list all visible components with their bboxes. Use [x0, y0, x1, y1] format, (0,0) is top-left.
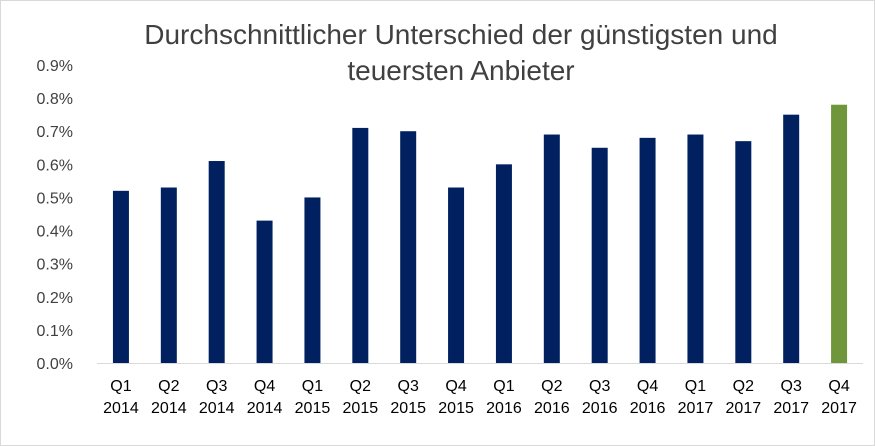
x-tick-label-quarter: Q3: [589, 378, 610, 395]
x-tick-label-quarter: Q2: [733, 378, 754, 395]
x-tick-label-quarter: Q2: [350, 378, 371, 395]
x-tick-label-year: 2016: [486, 400, 522, 417]
bar: [735, 141, 752, 363]
x-tick-label-quarter: Q1: [685, 378, 706, 395]
bar: [400, 131, 417, 363]
x-tick-label-year: 2014: [103, 400, 139, 417]
x-tick-label-quarter: Q3: [781, 378, 802, 395]
x-tick-label-year: 2017: [821, 400, 857, 417]
x-tick-label-quarter: Q1: [110, 378, 131, 395]
x-tick-label-year: 2014: [247, 400, 283, 417]
y-tick-label: 0.1%: [37, 323, 73, 340]
bar: [687, 134, 704, 363]
x-tick-label-year: 2016: [630, 400, 666, 417]
bar: [591, 147, 608, 363]
x-tick-label-year: 2014: [151, 400, 187, 417]
x-tick-label-year: 2015: [390, 400, 426, 417]
bar: [448, 187, 465, 363]
x-tick-label-year: 2016: [582, 400, 618, 417]
bar: [495, 164, 512, 363]
chart-title: Durchschnittlicher Unterschied der günst…: [144, 19, 778, 86]
x-tick-label-year: 2015: [343, 400, 379, 417]
y-tick-label: 0.8%: [37, 91, 73, 108]
x-tick-label-quarter: Q1: [302, 378, 323, 395]
x-tick-label-quarter: Q2: [541, 378, 562, 395]
bar: [783, 114, 800, 364]
bar: [112, 190, 129, 363]
x-tick-label-year: 2017: [773, 400, 809, 417]
x-tick-label-year: 2015: [295, 400, 331, 417]
x-tick-label-year: 2014: [199, 400, 235, 417]
bar: [831, 104, 848, 363]
x-tick-label-quarter: Q4: [254, 378, 275, 395]
x-tick-label-quarter: Q1: [493, 378, 514, 395]
x-tick-label-quarter: Q2: [158, 378, 179, 395]
y-tick-label: 0.2%: [37, 290, 73, 307]
x-tick-label-year: 2016: [534, 400, 570, 417]
bar: [256, 220, 273, 363]
y-tick-label: 0.4%: [37, 224, 73, 241]
y-tick-label: 0.7%: [37, 124, 73, 141]
y-tick-label: 0.3%: [37, 257, 73, 274]
x-tick-label-quarter: Q4: [828, 378, 849, 395]
x-tick-label-quarter: Q3: [206, 378, 227, 395]
x-tick-label-quarter: Q4: [445, 378, 466, 395]
x-tick-label-quarter: Q3: [398, 378, 419, 395]
x-tick-label-quarter: Q4: [637, 378, 658, 395]
y-tick-label: 0.0%: [37, 356, 73, 373]
bar: [160, 187, 177, 363]
bar: [208, 161, 225, 363]
y-tick-label: 0.9%: [37, 58, 73, 75]
bar: [639, 137, 656, 363]
bar: [304, 197, 321, 363]
bar: [352, 127, 369, 364]
x-tick-label-year: 2017: [726, 400, 762, 417]
x-tick-label-year: 2017: [678, 400, 714, 417]
y-tick-label: 0.5%: [37, 190, 73, 207]
x-tick-label-year: 2015: [438, 400, 474, 417]
bar: [543, 134, 560, 363]
y-tick-label: 0.6%: [37, 157, 73, 174]
